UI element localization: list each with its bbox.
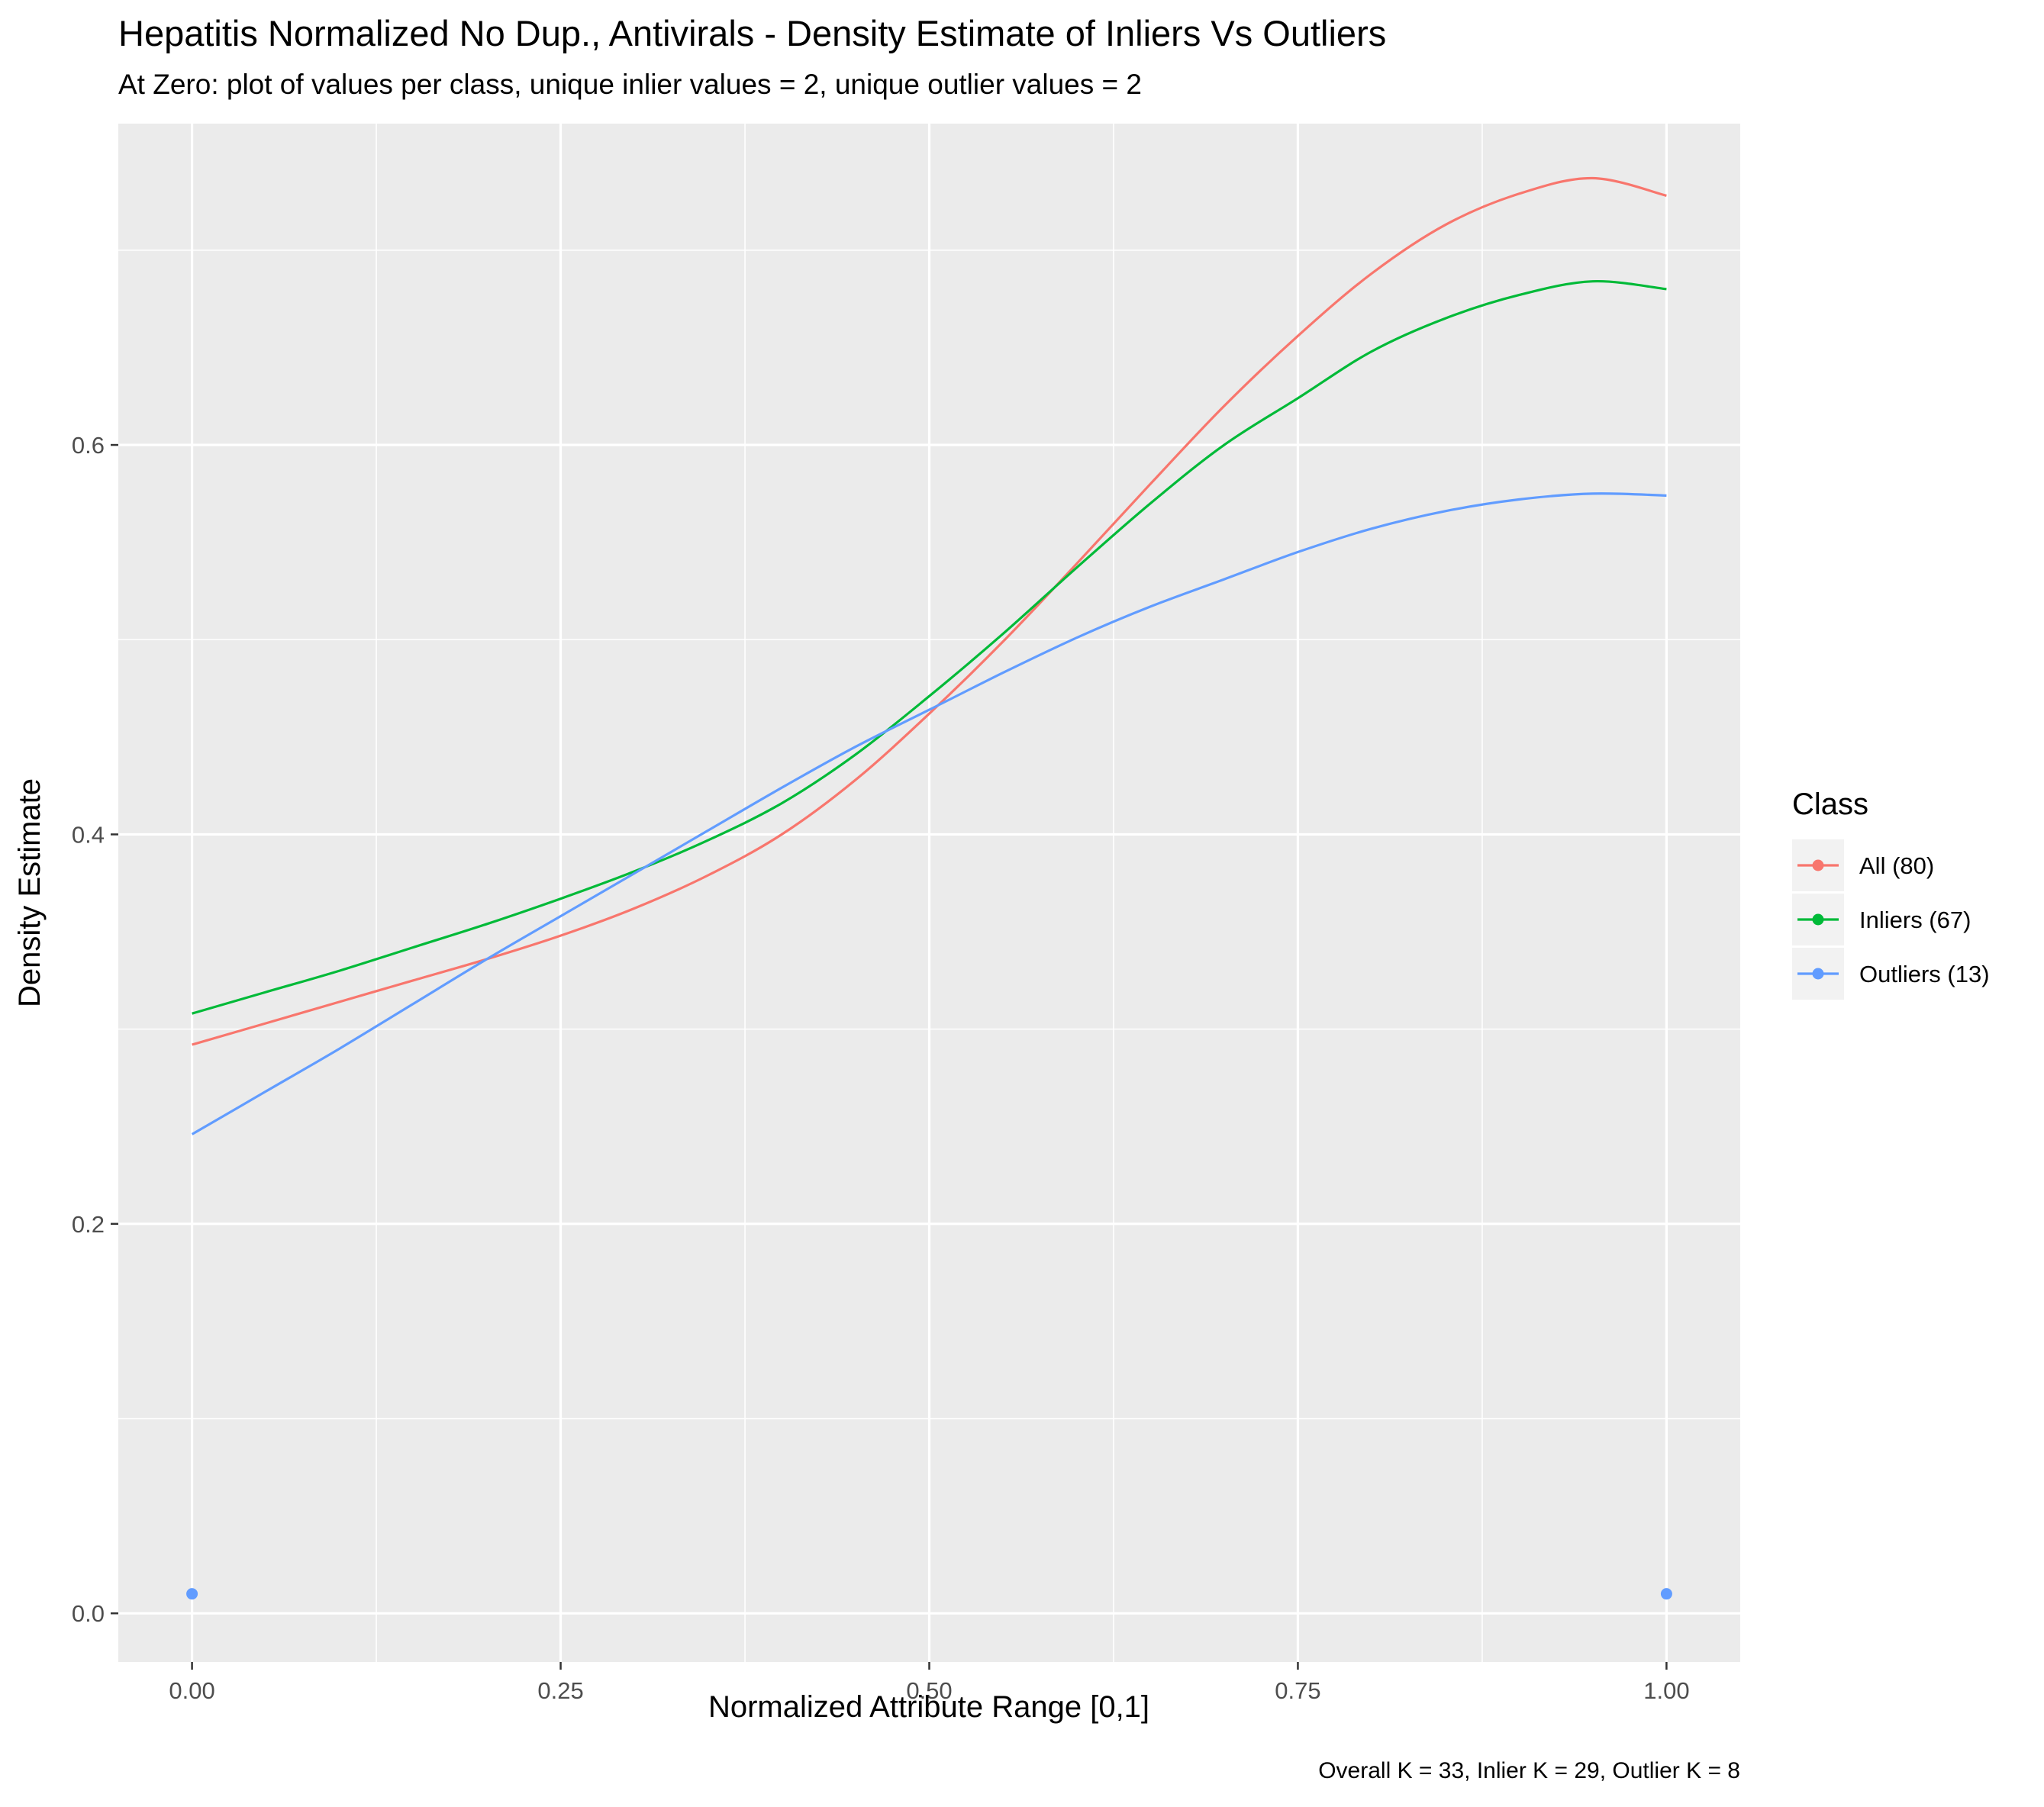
chart-title: Hepatitis Normalized No Dup., Antivirals… bbox=[118, 13, 1386, 53]
x-tick-label: 0.50 bbox=[906, 1677, 952, 1704]
y-tick-label: 0.6 bbox=[72, 432, 105, 459]
x-tick-label: 0.75 bbox=[1275, 1677, 1320, 1704]
chart-caption: Overall K = 33, Inlier K = 29, Outlier K… bbox=[1318, 1758, 1740, 1783]
series-line-outliers bbox=[191, 492, 1667, 1135]
x-axis-title: Normalized Attribute Range [0,1] bbox=[708, 1690, 1149, 1724]
series-lines bbox=[191, 176, 1667, 1135]
major-gridlines bbox=[118, 124, 1740, 1662]
y-axis-title: Density Estimate bbox=[13, 778, 47, 1007]
legend-key-dot-all bbox=[1812, 859, 1824, 871]
zero-points bbox=[186, 1588, 1672, 1600]
legend-label-inliers: Inliers (67) bbox=[1859, 907, 1971, 933]
x-tick-label: 0.00 bbox=[169, 1677, 214, 1704]
zero-point bbox=[186, 1588, 198, 1600]
legend-label-all: All (80) bbox=[1859, 852, 1934, 879]
series-line-inliers bbox=[192, 280, 1667, 1015]
x-axis: 0.00 0.25 0.50 0.75 1.00 bbox=[169, 1662, 1690, 1704]
zero-point bbox=[1660, 1588, 1672, 1600]
y-tick-label: 0.0 bbox=[72, 1600, 105, 1627]
legend-title: Class bbox=[1792, 788, 1868, 821]
legend-key-dot-inliers bbox=[1812, 913, 1824, 926]
y-tick-label: 0.2 bbox=[72, 1211, 105, 1238]
legend-label-outliers: Outliers (13) bbox=[1859, 961, 1990, 987]
x-tick-label: 1.00 bbox=[1643, 1677, 1689, 1704]
x-tick-label: 0.25 bbox=[537, 1677, 583, 1704]
legend-key-dot-outliers bbox=[1812, 968, 1824, 980]
y-axis: 0.0 0.2 0.4 0.6 bbox=[72, 432, 118, 1627]
chart-subtitle: At Zero: plot of values per class, uniqu… bbox=[118, 69, 1142, 100]
y-tick-label: 0.4 bbox=[72, 821, 105, 848]
legend: Class All (80) Inliers (67) Outliers (13) bbox=[1792, 788, 1990, 1000]
